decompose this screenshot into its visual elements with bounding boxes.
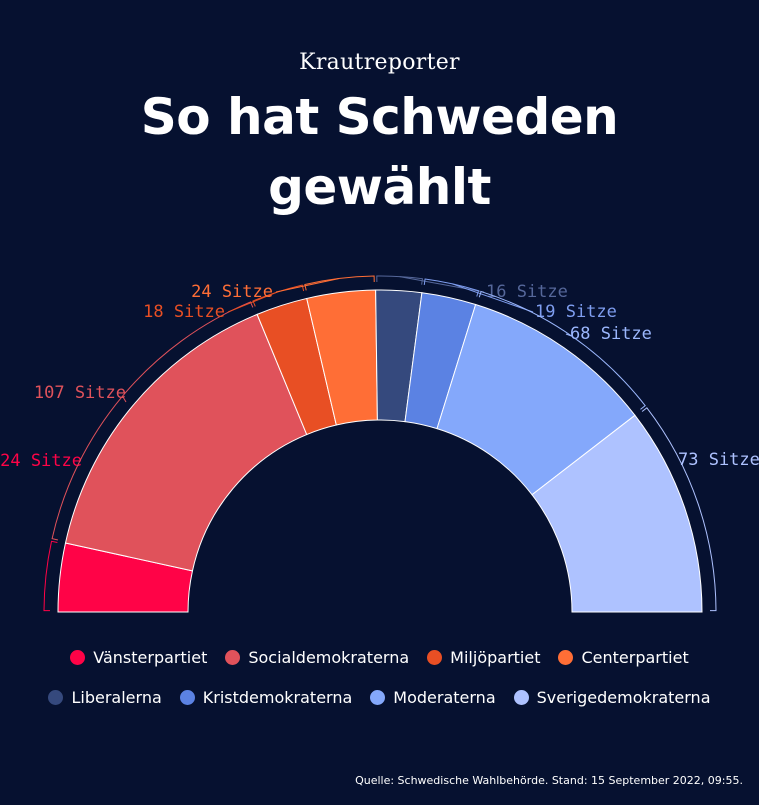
chart-title: So hat Schweden gewählt bbox=[0, 82, 759, 222]
bracket-sverigedemokraterna bbox=[641, 407, 717, 612]
legend-swatch-icon bbox=[427, 649, 443, 665]
leader-line-liberalerna bbox=[399, 276, 485, 293]
chart-title-line-1: So hat Schweden bbox=[140, 88, 619, 146]
legend-label: Socialdemokraterna bbox=[248, 647, 410, 667]
legend-label: Moderaterna bbox=[393, 687, 496, 707]
legend-item-moderaterna: Moderaterna bbox=[370, 684, 496, 710]
leader-line-miljopartiet bbox=[227, 291, 278, 313]
segment-sverigedemokraterna bbox=[531, 414, 703, 613]
seat-label-kristdemokraterna: 19 Sitze bbox=[535, 302, 617, 322]
legend-label: Liberalerna bbox=[71, 687, 162, 707]
seat-label-liberalerna: 16 Sitze bbox=[486, 282, 568, 302]
leader-line-moderaterna bbox=[565, 333, 572, 337]
segment-socialdemokraterna bbox=[64, 313, 308, 572]
chart-legend: Vänsterpartiet Socialdemokraterna Miljöpar… bbox=[10, 644, 749, 710]
seat-label-vansterpartiet: 24 Sitze bbox=[0, 451, 82, 471]
legend-item-kristdemokraterna: Kristdemokraterna bbox=[179, 684, 353, 710]
seat-label-socialdemokraterna: 107 Sitze bbox=[34, 383, 126, 403]
brand-logo: Krautreporter bbox=[299, 50, 460, 75]
bracket-liberalerna bbox=[376, 275, 423, 285]
bracket-socialdemokraterna bbox=[51, 301, 254, 541]
legend-item-socialdemokraterna: Socialdemokraterna bbox=[225, 644, 409, 670]
seat-label-moderaterna: 68 Sitze bbox=[570, 324, 652, 344]
legend-swatch-icon bbox=[513, 689, 529, 705]
source-note: Quelle: Schwedische Wahlbehörde. Stand: … bbox=[355, 774, 743, 787]
legend-item-sverigedemokraterna: Sverigedemokraterna bbox=[513, 684, 711, 710]
legend-item-vansterpartiet: Vänsterpartiet bbox=[70, 644, 207, 670]
bracket-moderaterna bbox=[478, 290, 646, 410]
leader-line-kristdemokraterna bbox=[451, 283, 534, 313]
bracket-vansterpartiet bbox=[43, 540, 58, 612]
legend-swatch-icon bbox=[179, 689, 195, 705]
legend-swatch-icon bbox=[370, 689, 386, 705]
legend-item-liberalerna: Liberalerna bbox=[48, 684, 162, 710]
chart-title-line-2: gewählt bbox=[268, 158, 491, 216]
legend-label: Centerpartiet bbox=[581, 647, 689, 667]
seat-label-sverigedemokraterna: 73 Sitze bbox=[678, 450, 759, 470]
seat-label-centerpartiet: 24 Sitze bbox=[191, 282, 273, 302]
legend-swatch-icon bbox=[558, 649, 574, 665]
legend-item-miljopartiet: Miljöpartiet bbox=[427, 644, 540, 670]
legend-swatch-icon bbox=[48, 689, 64, 705]
legend-label: Miljöpartiet bbox=[450, 647, 541, 667]
legend-item-centerpartiet: Centerpartiet bbox=[558, 644, 689, 670]
bracket-kristdemokraterna bbox=[423, 278, 480, 297]
leader-line-centerpartiet bbox=[275, 277, 340, 293]
leader-line-socialdemokraterna bbox=[122, 395, 127, 403]
legend-swatch-icon bbox=[70, 649, 86, 665]
seat-label-miljopartiet: 18 Sitze bbox=[143, 302, 225, 322]
legend-swatch-icon bbox=[225, 649, 241, 665]
legend-label: Vänsterpartiet bbox=[93, 647, 208, 667]
legend-label: Kristdemokraterna bbox=[202, 687, 353, 707]
legend-label: Sverigedemokraterna bbox=[536, 687, 711, 707]
